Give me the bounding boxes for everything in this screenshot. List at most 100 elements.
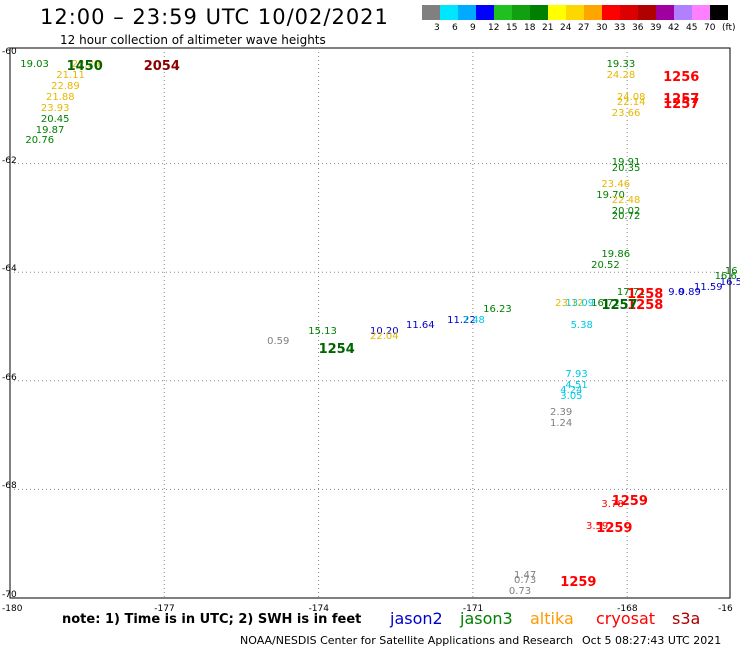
wave-height-label: 4.24 xyxy=(560,385,583,397)
colorbar-label: 21 xyxy=(542,23,554,33)
wave-height-label: 16 xyxy=(724,265,738,277)
legend-item: cryosat xyxy=(596,609,656,628)
colorbar-swatch xyxy=(530,5,548,20)
wave-height-label: 9.0 xyxy=(668,287,685,299)
y-tick-label: -70 xyxy=(2,590,17,600)
colorbar-swatch xyxy=(620,5,638,20)
wave-height-label: 22.29 xyxy=(71,59,101,71)
colorbar-label: 36 xyxy=(632,23,644,33)
colorbar-label: 27 xyxy=(578,23,590,33)
pass-time-label: 1258 xyxy=(627,287,664,303)
x-tick-label: -16 xyxy=(718,604,733,614)
colorbar-swatch xyxy=(548,5,566,20)
wave-height-label: 23.46 xyxy=(601,178,631,190)
wave-height-label: 11.59 xyxy=(694,282,723,294)
wave-height-label: 20.72 xyxy=(611,211,641,223)
colorbar-swatch xyxy=(422,5,440,20)
colorbar-swatch xyxy=(692,5,710,20)
pass-time-label: 1257 xyxy=(663,92,700,107)
wave-height-label: 22.89 xyxy=(51,81,80,93)
wave-height-label: 10.20 xyxy=(370,325,399,337)
y-tick-label: -68 xyxy=(2,481,17,492)
pass-time-label: 1256 xyxy=(663,70,700,86)
colorbar-swatch xyxy=(476,5,494,20)
wave-height-label: 20.35 xyxy=(611,162,641,174)
colorbar-label: 30 xyxy=(596,23,608,33)
colorbar-label: (ft) xyxy=(722,23,736,33)
wave-height-label: 20.76 xyxy=(25,135,55,147)
wave-height-label: 9.89 xyxy=(678,287,701,299)
wave-height-label: 16.52 xyxy=(719,276,740,288)
colorbar-label: 70 xyxy=(704,23,716,33)
wave-height-label: 0.59 xyxy=(267,336,290,348)
colorbar-label: 6 xyxy=(452,23,458,33)
pass-time-label: 1258 xyxy=(627,298,664,314)
colorbar-swatch xyxy=(458,5,476,20)
colorbar-swatch xyxy=(566,5,584,20)
wave-height-label: 3.78 xyxy=(601,499,624,511)
colorbar-label: 12 xyxy=(488,23,500,33)
colorbar-label: 33 xyxy=(614,23,626,33)
wave-height-label: 15.13 xyxy=(308,325,337,337)
colorbar-label: 3 xyxy=(434,23,440,33)
wave-height-label: 11.22 xyxy=(447,314,476,326)
wave-height-label: 0.73 xyxy=(508,586,532,598)
legend-item: altika xyxy=(530,609,574,628)
plot-frame xyxy=(9,47,731,599)
colorbar-swatch xyxy=(440,5,458,20)
wave-height-label: 19.70 xyxy=(596,189,625,201)
colorbar-label: 18 xyxy=(524,23,536,33)
wave-height-label: 20.52 xyxy=(591,260,620,272)
grid-lines xyxy=(10,48,730,598)
wave-height-label: 20.45 xyxy=(40,113,70,125)
wave-height-label: 7.93 xyxy=(565,368,588,380)
wave-height-label: 19.86 xyxy=(601,249,631,261)
colorbar-label: 45 xyxy=(686,23,698,33)
pass-time-label: 1259 xyxy=(596,520,633,536)
wave-height-label: 1.47 xyxy=(514,569,537,581)
colorbar xyxy=(422,5,728,20)
wave-height-label: 19.33 xyxy=(606,59,636,71)
wave-height-label: 7.48 xyxy=(462,314,485,326)
legend-item: s3a xyxy=(672,609,701,628)
colorbar-label: 15 xyxy=(506,23,518,33)
colorbar-swatch xyxy=(494,5,512,20)
wave-height-label: 17.71 xyxy=(616,287,646,299)
wave-height-label: 20.02 xyxy=(611,206,641,218)
wave-height-label: 3.05 xyxy=(560,390,583,402)
wave-height-label: 19.03 xyxy=(20,59,49,71)
x-tick-label: -171 xyxy=(462,604,484,614)
pass-time-label: 1259 xyxy=(611,493,648,509)
pass-time-label: 1257 xyxy=(663,97,700,113)
colorbar-label: 24 xyxy=(560,23,572,33)
legend-item: jason2 xyxy=(390,609,443,628)
y-tick-label: -64 xyxy=(2,264,17,275)
wave-height-label: 23.66 xyxy=(611,108,641,120)
wave-height-label: 19.87 xyxy=(35,124,65,136)
wave-height-label: 13.09 xyxy=(565,298,595,310)
wave-height-label: 22.04 xyxy=(370,330,399,342)
legend-item: jason3 xyxy=(460,609,513,628)
footer-timestamp: Oct 5 08:27:43 UTC 2021 xyxy=(582,634,722,647)
pass-time-label: 1257 xyxy=(601,298,638,314)
colorbar-swatch xyxy=(656,5,674,20)
x-tick-label: -168 xyxy=(617,604,638,614)
wave-height-label: 1.24 xyxy=(550,417,573,429)
x-tick-label: -180 xyxy=(2,604,23,614)
y-tick-label: -60 xyxy=(2,47,17,57)
wave-height-label: 0.73 xyxy=(514,575,537,587)
wave-height-label: 22.14 xyxy=(616,97,646,109)
footer-agency: NOAA/NESDIS Center for Satellite Applica… xyxy=(240,634,574,647)
wave-height-label: 21.88 xyxy=(46,92,75,103)
wave-height-label: 4.51 xyxy=(565,379,588,391)
wave-height-label: 16.6 xyxy=(714,271,737,283)
wave-height-label: 21.11 xyxy=(56,70,85,82)
colorbar-swatch xyxy=(674,5,692,20)
colorbar-label: 9 xyxy=(470,23,476,33)
wave-height-label: 3.59 xyxy=(586,520,609,532)
x-tick-label: -174 xyxy=(308,604,329,614)
wave-height-label: 2.39 xyxy=(550,406,573,418)
wave-height-label: 16.23 xyxy=(483,303,512,315)
wave-height-label: 24.28 xyxy=(606,70,636,82)
